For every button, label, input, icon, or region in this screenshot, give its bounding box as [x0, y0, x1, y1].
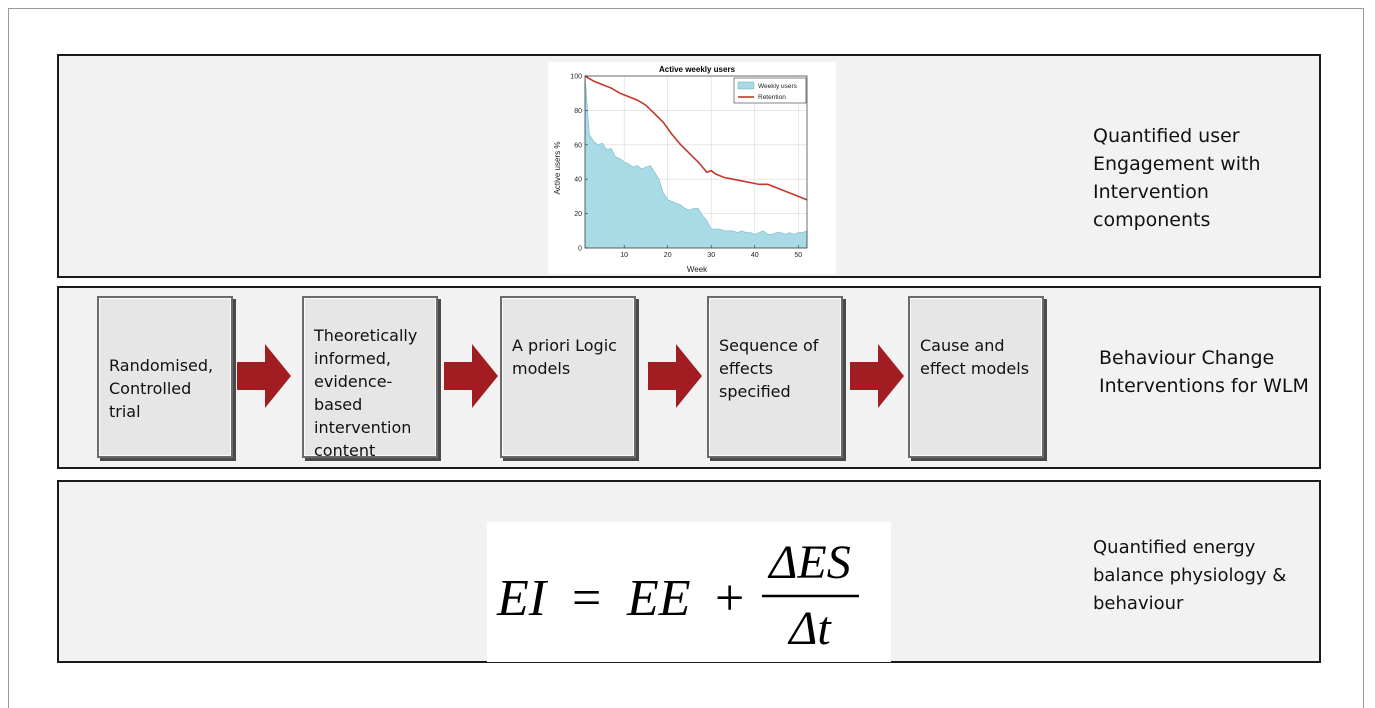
plot-frame — [584, 75, 808, 249]
x-tick-label: 40 — [751, 252, 759, 259]
engagement-label: Quantified user Engagement with Interven… — [1093, 125, 1261, 231]
equation-box: EI = EE + ΔES Δt — [487, 522, 891, 662]
interventions-panel: Randomised, Controlled trial Theoretical… — [57, 286, 1321, 469]
y-tick-label: 0 — [578, 246, 582, 253]
step-logic-models: A priori Logic models — [500, 296, 636, 458]
y-tick-label: 100 — [570, 74, 582, 81]
step-1-text: Randomised, Controlled trial — [109, 356, 214, 421]
y-tick-label: 60 — [574, 142, 582, 149]
step-randomised-trial: Randomised, Controlled trial — [97, 296, 233, 458]
energy-label: Quantified energy balance physiology & b… — [1093, 537, 1287, 614]
step-4-text: Sequence of effects specified — [719, 336, 819, 401]
step-3-text: A priori Logic models — [512, 336, 617, 378]
legend-label-retention: Retention — [758, 94, 786, 101]
x-tick-label: 50 — [794, 252, 802, 259]
arrow-right-icon — [648, 344, 702, 408]
step-cause-and-effect: Cause and effect models — [908, 296, 1044, 458]
step-2-text: Theoretically informed, evidence-based i… — [314, 326, 418, 460]
engagement-panel: Active weekly users Active users % Week … — [57, 54, 1321, 278]
active-weekly-users-chart: Active weekly users Active users % Week … — [548, 62, 836, 274]
step-sequence-of-effects: Sequence of effects specified — [707, 296, 843, 458]
chart-title: Active weekly users — [659, 65, 736, 74]
chart-ylabel: Active users % — [553, 142, 562, 195]
chart-legend: Weekly users Retention — [733, 77, 807, 104]
series-retention-line — [584, 75, 808, 201]
series-weekly-users-area — [584, 75, 808, 249]
energy-balance-equation: EI = EE + ΔES Δt — [496, 536, 859, 655]
eq-equals: = — [572, 570, 601, 627]
chart-xlabel: Week — [687, 265, 708, 274]
arrow-right-icon — [237, 344, 291, 408]
y-tick-label: 40 — [574, 177, 582, 184]
eq-rhs-term: EE — [626, 570, 691, 627]
x-tick-label: 20 — [664, 252, 672, 259]
arrow-right-icon — [444, 344, 498, 408]
y-tick-label: 80 — [574, 108, 582, 115]
legend-swatch-weekly-users — [737, 81, 755, 90]
step-5-text: Cause and effect models — [920, 336, 1030, 378]
figure-frame — [8, 8, 1364, 708]
x-tick-label: 30 — [707, 252, 715, 259]
chart-svg: Active weekly users Active users % Week … — [553, 65, 808, 274]
legend-label-weekly-users: Weekly users — [758, 83, 798, 90]
step-theoretically-informed: Theoretically informed, evidence-based i… — [302, 296, 438, 460]
x-tick-label: 10 — [620, 252, 628, 259]
eq-plus: + — [715, 570, 744, 627]
arrow-right-icon — [850, 344, 904, 408]
eq-numerator: ΔES — [767, 536, 851, 589]
eq-lhs: EI — [496, 570, 549, 627]
energy-balance-panel: EI = EE + ΔES Δt Quantified energy balan… — [57, 480, 1321, 663]
y-tick-label: 20 — [574, 211, 582, 218]
eq-denominator: Δt — [787, 602, 832, 655]
interventions-label: Behaviour Change Interventions for WLM — [1099, 347, 1309, 397]
